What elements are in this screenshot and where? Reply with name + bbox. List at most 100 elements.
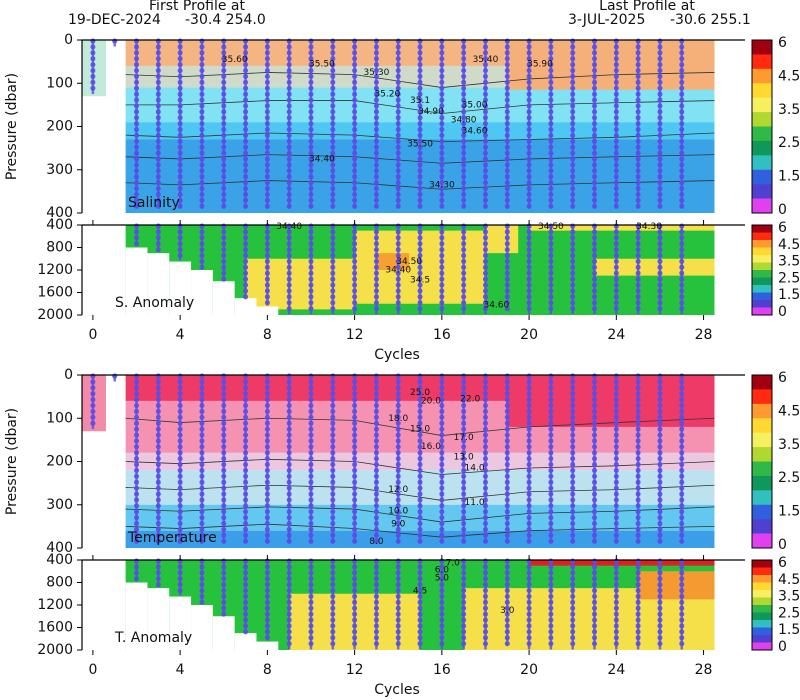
y-tick-label: 100: [46, 410, 73, 426]
colorbar-swatch: [752, 582, 772, 591]
colorbar-swatch: [752, 270, 772, 278]
first-label: First Profile at: [149, 0, 245, 14]
colorbar-swatch: [752, 97, 772, 113]
last-label: Last Profile at: [599, 0, 695, 14]
colorbar-swatch: [752, 255, 772, 263]
colorbar-label: 0: [778, 537, 787, 553]
contour-label: 9.0: [391, 520, 406, 530]
y-tick-label: 2000: [37, 642, 73, 658]
colorbar-swatch: [752, 300, 772, 308]
field-patch: [529, 225, 715, 231]
colorbar-label: 2.5: [778, 470, 800, 486]
colorbar-frame: [751, 374, 773, 549]
colorbar-swatch: [752, 232, 772, 241]
colorbar-swatch: [752, 418, 772, 433]
colorbar-swatch: [752, 461, 772, 477]
contour-label: 35.1: [410, 96, 430, 106]
contour-label: 7.0: [446, 558, 461, 568]
colorbar-label: 6: [778, 35, 787, 51]
colorbar-swatch: [752, 590, 772, 598]
contour-label: 12.0: [388, 485, 408, 495]
colorbar-swatch: [752, 262, 772, 271]
colorbar-label: 1.5: [778, 287, 800, 303]
x-tick-label: 20: [520, 327, 538, 343]
field-patch: [191, 270, 213, 315]
colorbar-swatch: [752, 285, 772, 293]
field-patch: [169, 261, 192, 315]
colorbar-frame: [751, 39, 773, 214]
contour-label: 17.0: [454, 433, 474, 443]
colorbar-label: 6: [778, 555, 787, 571]
colorbar-swatch: [752, 575, 772, 583]
contour-label: 34.40: [385, 266, 411, 276]
colorbar-label: 0: [778, 304, 787, 320]
last-position: -30.6 255.1: [670, 12, 751, 28]
x-tick-label: 8: [263, 327, 272, 343]
contour-label: 34.30: [429, 180, 455, 190]
y-axis-label: Pressure (dbar): [4, 73, 20, 180]
x-tick-label: 20: [520, 662, 538, 678]
contour-label: 25.0: [410, 388, 430, 398]
y-tick-label: 300: [46, 162, 73, 178]
x-axis-label: Cycles: [374, 682, 420, 698]
colorbar-swatch: [752, 605, 772, 613]
colorbar-label: 4.5: [778, 572, 800, 588]
x-tick-label: 0: [88, 662, 97, 678]
panel-label: T. Anomaly: [114, 630, 192, 646]
colorbar-swatch: [752, 198, 772, 214]
panel-label: Salinity: [128, 195, 180, 211]
colorbar-label: 3.5: [778, 589, 800, 605]
contour-label: 34.50: [396, 257, 422, 267]
colorbar-swatch: [752, 403, 772, 419]
colorbar-swatch: [752, 504, 772, 520]
x-tick-label: 4: [176, 662, 185, 678]
panel-label: S. Anomaly: [115, 295, 194, 311]
field-patch: [147, 253, 170, 315]
y-tick-label: 1600: [37, 285, 73, 301]
colorbar-label: 4.5: [778, 237, 800, 253]
colorbar-swatch: [752, 292, 772, 301]
x-tick-label: 12: [346, 327, 364, 343]
y-tick-label: 300: [46, 497, 73, 513]
colorbar-label: 4.5: [778, 403, 800, 419]
colorbar-frame: [751, 559, 773, 651]
field-patch: [234, 633, 257, 650]
colorbar-swatch: [752, 475, 772, 491]
colorbar-swatch: [752, 40, 772, 55]
contour-label: 18.0: [388, 414, 408, 424]
field-patch: [147, 588, 170, 650]
contour-label: 34.80: [451, 116, 477, 126]
colorbar-swatch: [752, 126, 772, 142]
colorbar-label: 2.5: [778, 135, 800, 151]
contour-label: 35.00: [462, 100, 488, 110]
colorbar-label: 1.5: [778, 622, 800, 638]
contour-label: 8.0: [369, 537, 384, 547]
y-tick-label: 200: [46, 454, 73, 470]
y-tick-label: 400: [46, 540, 73, 556]
colorbar-label: 1.5: [778, 504, 800, 520]
colorbar-label: 3.5: [778, 437, 800, 453]
contour-label: 35.60: [222, 55, 248, 65]
field-patch: [125, 247, 148, 315]
y-tick-label: 800: [46, 240, 73, 256]
colorbar-swatch: [752, 225, 772, 233]
colorbar-swatch: [752, 612, 772, 621]
contour-label: 34.90: [418, 107, 444, 117]
colorbar-swatch: [752, 635, 772, 643]
contour-label: 34.5: [410, 276, 430, 286]
panel: 7.06.05.0 4.5 3.0 400 800 1200 1600 2000 0 4 8 12 16…: [37, 552, 800, 698]
contour-label: 35.20: [374, 90, 400, 100]
colorbar-label: 0: [778, 202, 787, 218]
y-axis-label: Pressure (dbar): [4, 408, 20, 515]
contour-label: 35.40: [473, 55, 499, 65]
y-tick-label: 1200: [37, 262, 73, 278]
field-patch: [191, 605, 213, 650]
y-tick-label: 200: [46, 119, 73, 135]
contour-label: 13.0: [454, 453, 474, 463]
colorbar-label: 3.5: [778, 102, 800, 118]
y-tick-label: 400: [46, 217, 73, 233]
x-tick-label: 24: [607, 327, 625, 343]
field-patch: [234, 298, 257, 315]
colorbar-swatch: [752, 375, 772, 390]
colorbar-swatch: [752, 140, 772, 156]
